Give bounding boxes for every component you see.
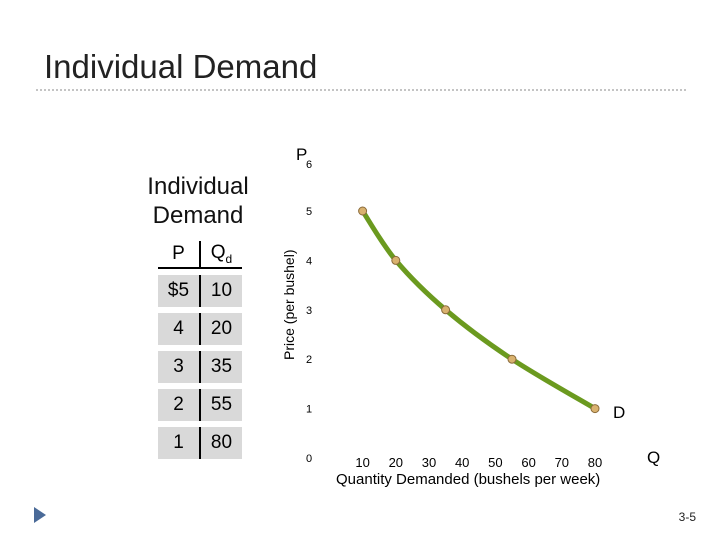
price-cell: $5 <box>158 275 201 307</box>
y-axis-label: Price (per bushel) <box>281 250 297 361</box>
y-tick-label: 1 <box>306 404 312 416</box>
quantity-cell: 20 <box>201 313 242 345</box>
y-tick-labels: 0 1 2 3 4 5 6 <box>306 159 312 465</box>
curve-label: D <box>613 403 625 422</box>
data-point <box>590 404 600 414</box>
x-tick-labels: 10 20 30 40 50 60 70 80 <box>355 455 602 470</box>
data-point <box>507 354 517 364</box>
quantity-header-subscript: d <box>225 251 233 266</box>
x-tick-label: 30 <box>422 455 436 470</box>
y-tick-label: 4 <box>306 255 312 267</box>
quantity-cell: 55 <box>201 389 242 421</box>
page-number: 3-5 <box>678 510 696 524</box>
price-cell: 1 <box>158 427 201 459</box>
table-title-line1: Individual <box>147 173 249 200</box>
data-points <box>358 206 600 414</box>
y-tick-label: 0 <box>306 453 312 465</box>
x-tick-label: 60 <box>521 455 535 470</box>
y-tick-label: 3 <box>306 305 312 317</box>
price-header: P <box>158 241 201 269</box>
y-tick-label: 6 <box>306 159 312 171</box>
price-cell: 3 <box>158 351 201 383</box>
table-row: $5 10 <box>158 275 242 307</box>
demand-curve <box>360 208 598 412</box>
x-axis-label: Quantity Demanded (bushels per week) <box>336 471 600 488</box>
quantity-header: Qd <box>201 241 242 269</box>
quantity-header-letter: Q <box>210 242 226 264</box>
x-tick-label: 80 <box>588 455 602 470</box>
x-tick-label: 10 <box>355 455 369 470</box>
x-tick-label: 70 <box>555 455 569 470</box>
data-point <box>391 255 401 265</box>
title-divider <box>36 89 686 91</box>
nav-arrow-icon[interactable] <box>34 507 46 523</box>
table-row: 2 55 <box>158 389 242 421</box>
x-tick-label: 50 <box>488 455 502 470</box>
price-cell: 2 <box>158 389 201 421</box>
table-row: 1 80 <box>158 427 242 459</box>
quantity-cell: 80 <box>201 427 242 459</box>
demand-schedule-table: P Qd $5 10 4 20 3 35 2 55 1 80 <box>158 235 242 465</box>
table-title: Individual Demand <box>118 172 278 230</box>
data-point <box>358 206 368 216</box>
y-axis-letter: P <box>296 145 307 164</box>
y-tick-label: 2 <box>306 354 312 366</box>
slide-title: Individual Demand <box>44 48 318 85</box>
x-axis-letter: Q <box>647 448 660 467</box>
quantity-cell: 10 <box>201 275 242 307</box>
table-row: 4 20 <box>158 313 242 345</box>
x-tick-label: 40 <box>455 455 469 470</box>
table-header-row: P Qd <box>158 241 242 269</box>
table-row: 3 35 <box>158 351 242 383</box>
quantity-cell: 35 <box>201 351 242 383</box>
price-cell: 4 <box>158 313 201 345</box>
y-tick-label: 5 <box>306 206 312 218</box>
x-tick-label: 20 <box>389 455 403 470</box>
table-title-line2: Demand <box>152 202 244 229</box>
data-point <box>441 305 451 315</box>
